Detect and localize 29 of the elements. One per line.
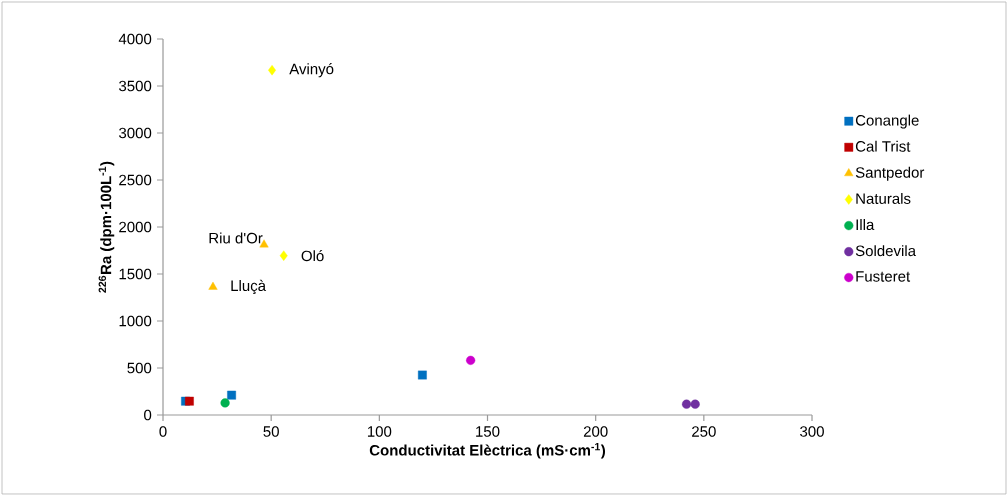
x-tick-label: 250 xyxy=(692,426,716,437)
x-tick-label: 100 xyxy=(367,426,392,437)
legend-label: Cal Trist xyxy=(855,140,911,152)
annotation: Oló xyxy=(301,250,324,262)
x-axis-title: Conductivitat Elèctrica (mS·cm$^{-1}$) xyxy=(369,443,606,459)
y-tick-label: 1000 xyxy=(119,315,152,327)
x-tick-label: 150 xyxy=(476,426,500,437)
y-tick-label: 0 xyxy=(144,409,152,421)
legend-label: Soldevila xyxy=(855,245,917,257)
legend-label: Santpedor xyxy=(855,166,925,181)
annotation: Lluçà xyxy=(231,279,267,295)
x-tick-label: 0 xyxy=(159,426,167,437)
y-axis-title: $^{226}$Ra (dpm·100L$^{-1}$) xyxy=(98,161,115,293)
y-tick-label: 2500 xyxy=(119,174,152,186)
y-tick-label: 1500 xyxy=(119,268,152,280)
legend-label: Conangle xyxy=(855,114,919,129)
legend-label: Illa xyxy=(856,219,875,231)
y-tick-label: 4000 xyxy=(118,33,152,45)
legend-label: Fusteret xyxy=(856,271,911,282)
y-tick-label: 500 xyxy=(127,362,152,374)
x-tick-label: 300 xyxy=(800,426,824,437)
legend-label: Naturals xyxy=(856,192,911,204)
y-tick-label: 3000 xyxy=(119,127,152,139)
y-tick-label: 3500 xyxy=(119,80,152,92)
x-tick-label: 200 xyxy=(583,426,608,437)
x-tick-label: 50 xyxy=(263,426,279,437)
y-tick-label: 2000 xyxy=(119,221,152,233)
annotation: Riu d'Or xyxy=(209,232,263,244)
annotation: Avinyó xyxy=(289,63,334,78)
